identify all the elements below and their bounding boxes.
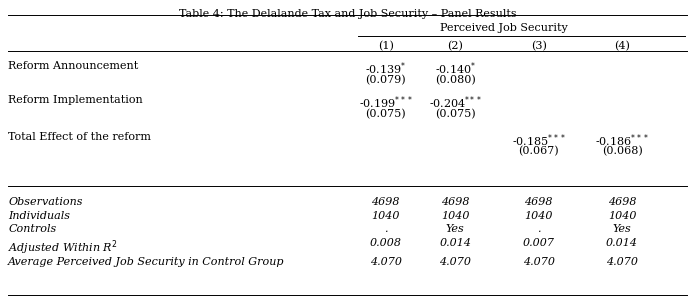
Text: 4.070: 4.070 xyxy=(523,257,555,267)
Text: 0.014: 0.014 xyxy=(606,238,638,248)
Text: 4.070: 4.070 xyxy=(606,257,638,267)
Text: 1040: 1040 xyxy=(607,211,637,221)
Text: Yes: Yes xyxy=(613,224,631,234)
Text: (0.067): (0.067) xyxy=(518,146,559,156)
Text: 1040: 1040 xyxy=(524,211,553,221)
Text: 0.007: 0.007 xyxy=(523,238,555,248)
Text: -0.186$^{***}$: -0.186$^{***}$ xyxy=(595,132,649,149)
Text: 4698: 4698 xyxy=(607,197,637,207)
Text: -0.139$^{*}$: -0.139$^{*}$ xyxy=(365,61,407,78)
Text: Yes: Yes xyxy=(446,224,464,234)
Text: Total Effect of the reform: Total Effect of the reform xyxy=(8,132,152,142)
Text: Perceived Job Security: Perceived Job Security xyxy=(440,23,568,33)
Text: (0.068): (0.068) xyxy=(602,146,642,156)
Text: Reform Announcement: Reform Announcement xyxy=(8,61,138,71)
Text: (4): (4) xyxy=(614,41,630,51)
Text: -0.140$^{*}$: -0.140$^{*}$ xyxy=(434,61,476,78)
Text: -0.204$^{***}$: -0.204$^{***}$ xyxy=(429,95,482,112)
Text: 4698: 4698 xyxy=(371,197,400,207)
Text: .: . xyxy=(537,224,541,234)
Text: Average Perceived Job Security in Control Group: Average Perceived Job Security in Contro… xyxy=(8,257,285,267)
Text: Reform Implementation: Reform Implementation xyxy=(8,95,143,105)
Text: (0.075): (0.075) xyxy=(366,109,406,119)
Text: Controls: Controls xyxy=(8,224,56,234)
Text: 1040: 1040 xyxy=(441,211,470,221)
Text: (1): (1) xyxy=(378,41,393,51)
Text: 0.008: 0.008 xyxy=(370,238,402,248)
Text: -0.199$^{***}$: -0.199$^{***}$ xyxy=(359,95,413,112)
Text: (3): (3) xyxy=(531,41,546,51)
Text: 0.014: 0.014 xyxy=(439,238,471,248)
Text: Table 4: The Delalande Tax and Job Security – Panel Results: Table 4: The Delalande Tax and Job Secur… xyxy=(179,9,516,19)
Text: Individuals: Individuals xyxy=(8,211,70,221)
Text: (0.080): (0.080) xyxy=(435,74,475,85)
Text: 4698: 4698 xyxy=(524,197,553,207)
Text: 4698: 4698 xyxy=(441,197,470,207)
Text: .: . xyxy=(384,224,388,234)
Text: (2): (2) xyxy=(448,41,463,51)
Text: 4.070: 4.070 xyxy=(439,257,471,267)
Text: (0.079): (0.079) xyxy=(366,74,406,85)
Text: 1040: 1040 xyxy=(371,211,400,221)
Text: 4.070: 4.070 xyxy=(370,257,402,267)
Text: Observations: Observations xyxy=(8,197,83,207)
Text: -0.185$^{***}$: -0.185$^{***}$ xyxy=(512,132,566,149)
Text: Adjusted Within R$^{2}$: Adjusted Within R$^{2}$ xyxy=(8,238,118,257)
Text: (0.075): (0.075) xyxy=(435,109,475,119)
